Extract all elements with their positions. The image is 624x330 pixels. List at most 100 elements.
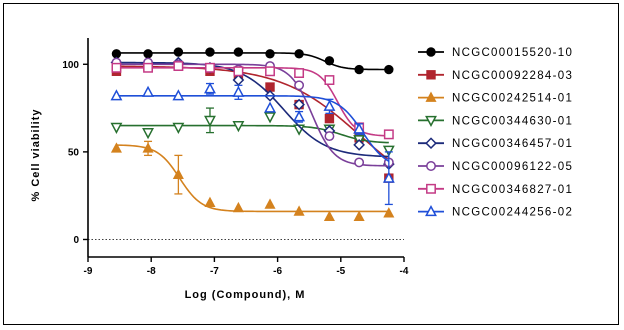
data-point — [232, 201, 244, 213]
legend-label: NCGC00344630-01 — [452, 115, 573, 127]
data-point — [142, 142, 154, 153]
series-3 — [110, 107, 395, 157]
fit-curve — [116, 95, 390, 162]
legend-marker — [425, 137, 437, 150]
data-point — [264, 198, 276, 209]
data-point — [205, 62, 215, 73]
legend-entry-4: NCGC00346457-01 — [418, 137, 573, 150]
legend-label: NCGC00242514-01 — [452, 93, 573, 105]
legend-entry-2: NCGC00242514-01 — [418, 91, 573, 105]
x-tick-label: -8 — [147, 266, 156, 277]
legend-marker — [426, 70, 436, 80]
data-point — [173, 61, 184, 71]
data-point — [353, 210, 365, 222]
legend-marker — [425, 91, 437, 102]
series-6 — [111, 61, 394, 140]
legend-entry-6: NCGC00346827-01 — [418, 183, 573, 196]
data-point — [382, 171, 395, 183]
legend-label: NCGC00244256-02 — [452, 207, 573, 219]
fit-curve — [116, 52, 389, 71]
legend-marker — [425, 115, 437, 127]
legend-entry-7: NCGC00244256-02 — [418, 205, 573, 219]
data-point — [354, 64, 364, 75]
x-tick-label: -6 — [273, 266, 282, 277]
data-point — [110, 122, 123, 134]
data-point — [293, 98, 305, 111]
data-point — [172, 168, 184, 179]
legend-marker — [425, 205, 437, 217]
data-point — [265, 49, 275, 59]
data-point — [264, 101, 276, 113]
fit-curve — [116, 66, 389, 137]
data-point — [353, 122, 366, 134]
series-2 — [110, 140, 395, 222]
data-point — [323, 99, 336, 111]
data-point — [294, 49, 304, 59]
data-point — [384, 64, 394, 75]
legend-entry-1: NCGC00092284-03 — [418, 70, 573, 82]
data-point — [323, 210, 335, 222]
data-point — [383, 129, 394, 140]
y-tick-label: 50 — [68, 147, 80, 158]
x-axis-title: Log (Compound), M — [185, 289, 306, 301]
data-point — [143, 62, 153, 73]
data-point — [353, 139, 365, 151]
legend-marker — [426, 161, 436, 171]
data-point — [293, 110, 306, 122]
data-point — [142, 85, 154, 97]
data-point — [110, 89, 123, 101]
data-point — [324, 75, 335, 85]
plot-area — [110, 47, 395, 222]
series-7 — [110, 82, 395, 206]
x-tick-label: -9 — [84, 266, 93, 277]
y-tick-label: 0 — [73, 235, 79, 246]
data-point — [324, 56, 335, 66]
data-point — [205, 47, 215, 57]
data-point — [142, 128, 154, 140]
data-point — [111, 62, 122, 73]
legend-marker — [426, 183, 436, 194]
legend-label: NCGC00096122-05 — [452, 161, 573, 173]
data-point — [294, 80, 305, 91]
data-point — [324, 113, 335, 124]
legend-entry-0: NCGC00015520-10 — [418, 47, 573, 59]
fit-curve — [116, 65, 390, 161]
data-point — [294, 68, 305, 78]
y-axis-title: % Cell viability — [30, 108, 42, 201]
data-point — [172, 89, 185, 101]
fit-curve — [116, 61, 389, 158]
data-point — [232, 121, 245, 133]
x-tick-label: -5 — [336, 266, 345, 277]
data-point — [204, 196, 216, 207]
data-point — [232, 85, 245, 97]
data-point — [382, 145, 395, 157]
data-point — [265, 66, 275, 77]
data-point — [204, 115, 216, 127]
data-point — [354, 157, 365, 168]
y-tick-label: 100 — [62, 60, 79, 71]
data-point — [233, 47, 244, 57]
legend-entry-5: NCGC00096122-05 — [418, 161, 573, 173]
legend-label: NCGC00092284-03 — [452, 70, 573, 82]
x-tick-label: -7 — [210, 266, 219, 277]
series-0 — [111, 47, 394, 75]
legend-label: NCGC00346827-01 — [452, 184, 573, 196]
data-point — [172, 122, 185, 134]
data-point — [293, 205, 305, 216]
legend-label: NCGC00015520-10 — [452, 47, 573, 59]
fit-curve — [116, 63, 389, 167]
fit-curve — [116, 124, 389, 144]
data-point — [110, 142, 122, 153]
data-point — [233, 66, 244, 77]
data-point — [143, 49, 153, 59]
legend-label: NCGC00346457-01 — [452, 138, 573, 150]
legend: NCGC00015520-10 NCGC00092284-03 NCGC002425… — [418, 47, 573, 219]
data-point — [204, 82, 216, 94]
axes: 0 50 100 -9 -8 -7 -6 -5 -4 — [62, 38, 409, 277]
legend-entry-3: NCGC00344630-01 — [418, 115, 573, 127]
data-point — [173, 47, 184, 57]
legend-marker — [426, 47, 436, 57]
data-point — [264, 112, 276, 124]
data-point — [383, 207, 395, 218]
